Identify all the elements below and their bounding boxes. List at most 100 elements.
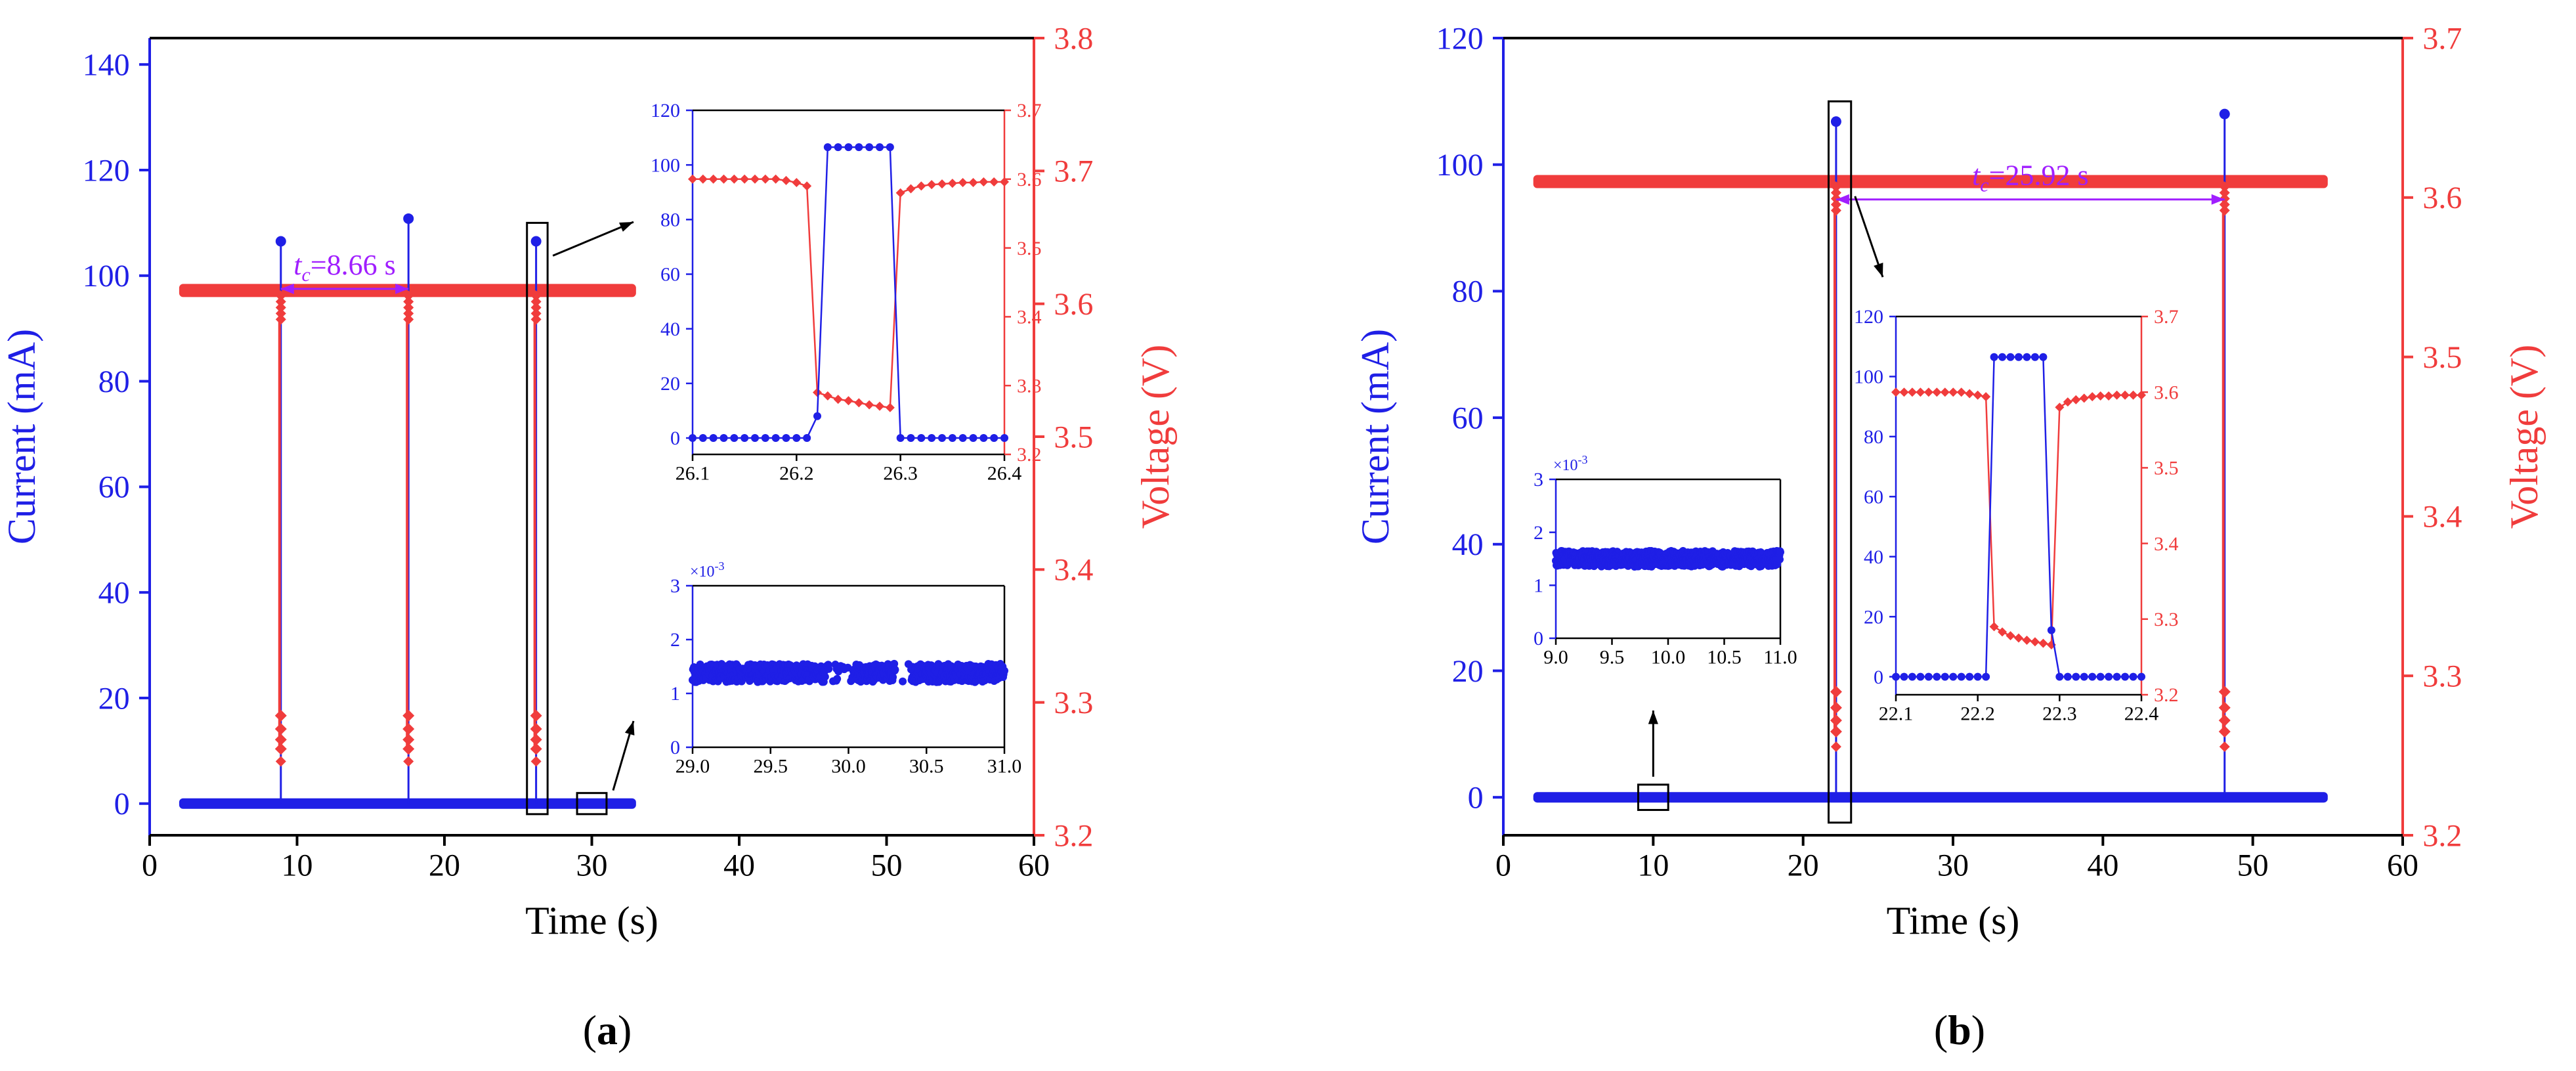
inset-current-point	[2063, 672, 2072, 681]
inset-current-point	[2105, 672, 2113, 681]
y-left-tick-label: 20	[1864, 606, 1883, 628]
y-right-tick-label: 3.3	[1017, 375, 1042, 397]
inset-voltage-point	[865, 400, 874, 410]
inset-current-point	[1908, 672, 1916, 681]
inset-exponent-label: ×10-3	[690, 559, 725, 580]
inset-voltage-point	[1989, 622, 1999, 632]
zoom-arrow	[552, 221, 634, 257]
inset-voltage-point	[2006, 631, 2015, 641]
x-tick-label: 50	[871, 848, 903, 883]
voltage-dip-point	[530, 302, 542, 313]
y-left-tick-label: 20	[660, 373, 680, 395]
zoom-arrow-head	[619, 222, 633, 232]
inset-noise-point	[1776, 548, 1784, 556]
x-tick-label: 22.1	[1879, 703, 1914, 725]
voltage-dip-point	[403, 314, 414, 325]
x-tick-label: 30	[1937, 848, 1969, 883]
tc-arrow-head	[1835, 194, 1849, 205]
voltage-dip-point	[2218, 701, 2231, 714]
inset-voltage-point	[2022, 636, 2032, 645]
x-tick-label: 10	[282, 848, 313, 883]
y-right-tick-label: 3.2	[1017, 444, 1042, 466]
inset-voltage-point	[906, 184, 916, 194]
inset-voltage-point	[2014, 633, 2023, 643]
inset-current-point	[948, 434, 956, 443]
inset-current-point	[2088, 672, 2097, 681]
y-left-tick-label: 3	[670, 575, 680, 597]
y-right-tick-label: 3.3	[1054, 686, 1093, 720]
y-right-tick-label: 3.2	[1054, 818, 1093, 853]
inset-current-point	[2080, 672, 2088, 681]
inset-voltage-point	[1998, 627, 2007, 637]
y-left-tick-label: 20	[1452, 654, 1484, 689]
inset-voltage-point	[792, 178, 802, 188]
voltage-dip-point	[275, 296, 286, 307]
x-tick-label: 60	[2387, 848, 2418, 883]
inset-noise-point	[890, 659, 899, 668]
x-tick-label: 22.4	[2124, 703, 2159, 725]
inset-current-point	[844, 143, 853, 152]
y-right-tick-label: 3.8	[1054, 21, 1093, 56]
inset-current-point	[928, 434, 936, 443]
inset-noise-point	[1776, 555, 1784, 563]
inset-voltage-point	[947, 179, 957, 188]
inset-voltage-point	[1940, 387, 1950, 397]
voltage-dip-point	[402, 723, 415, 735]
inset-voltage-point	[927, 180, 937, 190]
voltage-dip-point	[2219, 181, 2230, 192]
current-baseline	[1533, 792, 2328, 803]
zoom-box	[576, 792, 608, 816]
voltage-dip-point	[2218, 686, 2231, 698]
tc-annotation: tc=8.66 s	[293, 249, 396, 286]
x-tick-label: 10	[1637, 848, 1669, 883]
inset-exponent-label: ×10-3	[1553, 453, 1588, 474]
inset-voltage-point	[895, 188, 905, 198]
inset-current-point	[1924, 672, 1933, 681]
x-tick-label: 29.0	[676, 756, 710, 777]
voltage-dip-point	[403, 308, 414, 319]
inset-current-point	[979, 434, 988, 443]
y-right-tick-label: 3.4	[1054, 553, 1093, 588]
inset-voltage-point	[2112, 390, 2122, 400]
inset-voltage-point	[854, 398, 864, 408]
voltage-dip-point	[1830, 199, 1841, 210]
voltage-dip-point	[274, 733, 287, 746]
x-tick-label: 9.0	[1543, 647, 1568, 668]
inset-current-point	[1949, 672, 1958, 681]
inset-voltage-point	[2095, 391, 2105, 401]
inset-current-point	[938, 434, 946, 443]
y-right-axis-title: Voltage (V)	[1134, 345, 1177, 529]
inset-noise-point	[1000, 667, 1008, 675]
current-pulse-peak	[403, 213, 414, 224]
inset-noise-point	[825, 665, 833, 673]
y-left-tick-label: 3	[1534, 469, 1543, 491]
inset-voltage-point	[750, 174, 760, 184]
voltage-dip-point	[1830, 181, 1841, 192]
inset-voltage-point	[2079, 393, 2089, 403]
inset-voltage-point	[708, 174, 718, 184]
voltage-dip-point	[530, 709, 542, 722]
inset-current-point	[1998, 353, 2007, 361]
voltage-dip-point	[1830, 686, 1842, 698]
inset-current-point	[896, 434, 905, 443]
x-tick-label: 20	[1788, 848, 1819, 883]
inset-voltage-point	[1923, 387, 1933, 397]
x-tick-label: 10.5	[1707, 647, 1742, 668]
y-right-tick-label: 3.7	[2154, 306, 2179, 328]
inset-current-point	[1892, 672, 1900, 681]
panel-label: (a)	[583, 1007, 632, 1053]
y-right-tick-label: 3.4	[2154, 533, 2179, 555]
voltage-dip-point	[275, 290, 286, 301]
voltage-dip-point	[275, 302, 286, 313]
inset-voltage-point	[916, 181, 926, 191]
y-right-axis-title: Voltage (V)	[2502, 345, 2546, 529]
y-right-tick-label: 3.4	[2422, 500, 2462, 535]
inset-current-point	[1900, 672, 1908, 681]
inset-voltage-point	[1907, 387, 1917, 397]
y-left-axis-title: Current (mA)	[0, 329, 43, 544]
inset-noise-point	[899, 677, 907, 686]
voltage-dip-point	[530, 308, 542, 319]
y-left-tick-label: 140	[83, 48, 130, 83]
y-right-tick-label: 3.7	[2422, 21, 2462, 56]
inset-current-point	[2096, 672, 2105, 681]
